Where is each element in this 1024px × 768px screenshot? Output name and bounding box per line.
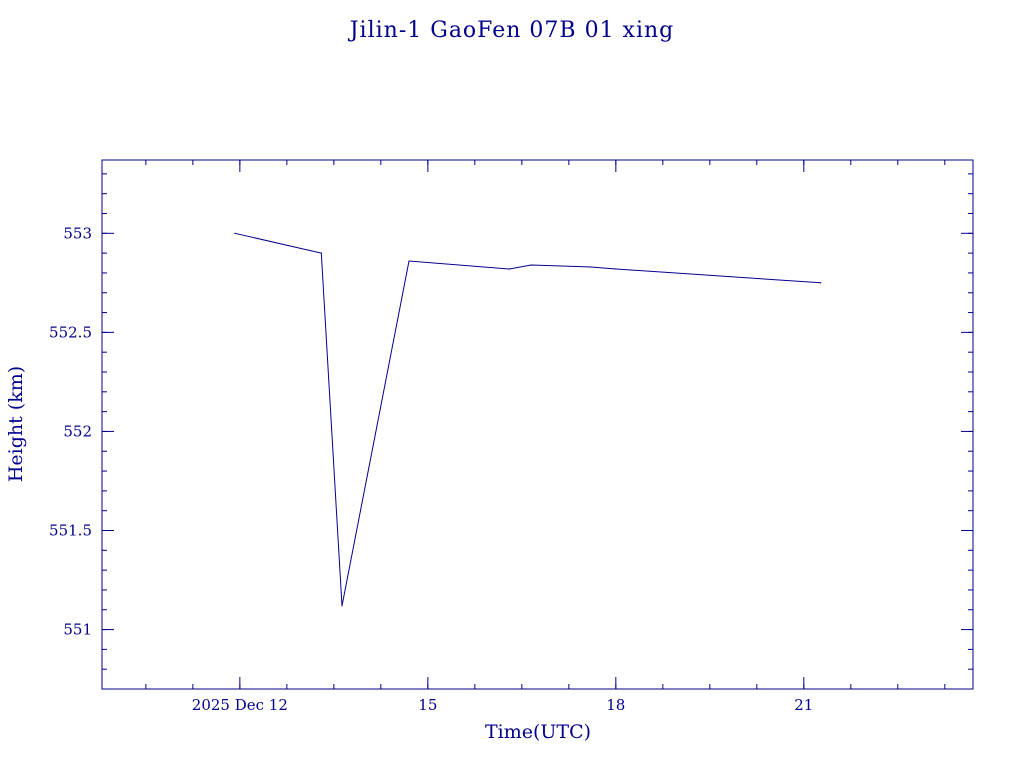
series-group: [234, 232, 822, 607]
data-point: [590, 266, 592, 268]
y-tick-label: 553: [63, 224, 92, 242]
plot-frame: [101, 159, 974, 690]
x-axis-ticks: 2025 Dec 12 15 18 21: [145, 160, 946, 714]
chart-title: Jilin-1 GaoFen 07B 01 xing: [348, 18, 675, 43]
y-axis-ticks: 551 551.5 552 552.5 553: [49, 173, 973, 690]
x-tick-label: 18: [606, 696, 625, 714]
data-point: [234, 232, 236, 234]
y-tick-label: 552: [63, 422, 92, 440]
data-point: [530, 264, 532, 266]
data-point: [320, 252, 322, 254]
data-point: [508, 268, 510, 270]
x-axis-label: Time(UTC): [485, 721, 591, 743]
y-axis-label: Height (km): [5, 366, 27, 482]
x-tick-label: 15: [418, 696, 437, 714]
data-point: [408, 260, 410, 262]
y-tick-label: 551: [63, 621, 92, 639]
x-tick-label: 2025 Dec 12: [192, 696, 288, 714]
height-series-line: [234, 232, 821, 606]
data-point: [820, 282, 822, 284]
y-tick-label: 552.5: [49, 323, 92, 341]
data-point: [341, 605, 343, 607]
data-point: [615, 268, 617, 270]
x-tick-label: 21: [794, 696, 813, 714]
y-tick-label: 551.5: [49, 521, 92, 539]
